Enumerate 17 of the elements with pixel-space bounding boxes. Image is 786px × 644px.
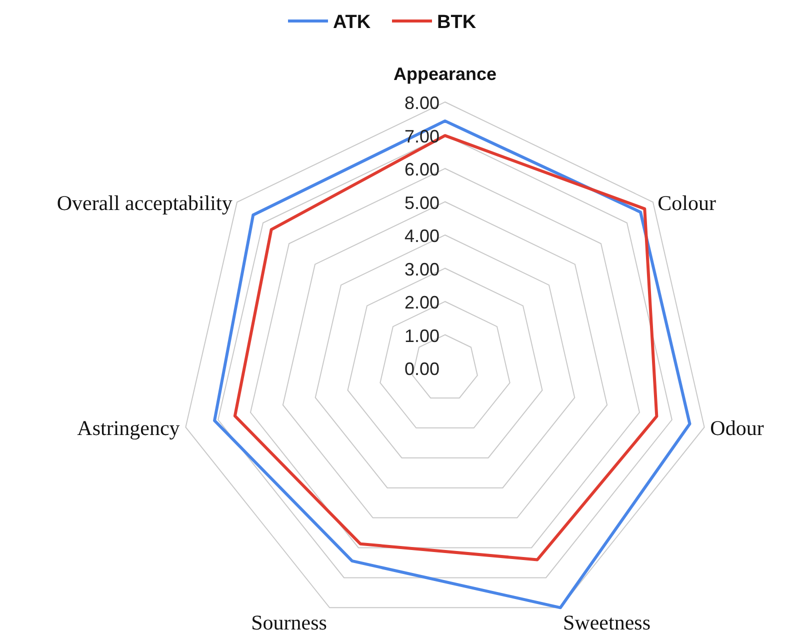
legend-label: BTK [437, 12, 476, 33]
y-tick-label: 2.00 [404, 292, 440, 312]
y-tick-label: 6.00 [404, 160, 440, 180]
y-tick-label: 4.00 [404, 226, 440, 246]
y-tick-label: 8.00 [404, 93, 440, 113]
spoke-label: Colour [658, 191, 716, 216]
spoke-label: Sweetness [563, 610, 651, 635]
y-tick-label: 0.00 [404, 359, 440, 379]
legend-label: ATK [333, 12, 371, 33]
y-tick-label: 1.00 [404, 326, 440, 346]
spoke-label: Sourness [251, 610, 327, 635]
spoke-label: Astringency [77, 416, 180, 440]
spoke-label: Odour [710, 416, 764, 440]
y-tick-label: 3.00 [404, 259, 440, 280]
y-tick-label: 5.00 [404, 192, 440, 213]
spoke-label: Overall acceptability [56, 191, 233, 216]
spoke-label: Appearance [393, 64, 497, 84]
